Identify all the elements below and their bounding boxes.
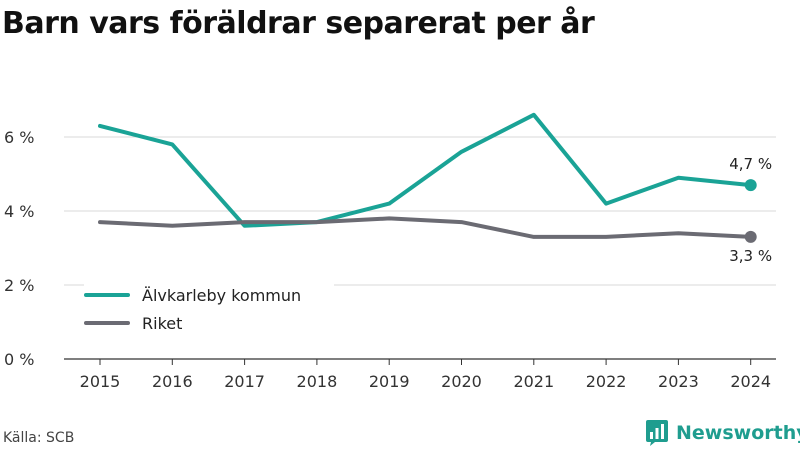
- x-tick-label: 2020: [441, 372, 482, 391]
- x-tick-label: 2016: [152, 372, 193, 391]
- series-lines: [98, 112, 757, 243]
- series-line: [98, 112, 753, 228]
- x-tick-label: 2023: [658, 372, 699, 391]
- end-labels: 4,7 % 3,3 %: [729, 155, 772, 265]
- x-tick-label: 2024: [730, 372, 771, 391]
- axes: 0 % 2 % 4 % 6 % 2015 2016 2017 2018 2019 2020 2021…: [4, 128, 771, 391]
- end-value-label: 4,7 %: [729, 155, 772, 173]
- end-marker: [744, 179, 757, 192]
- end-marker: [744, 230, 757, 243]
- y-tick-label: 0 %: [4, 350, 34, 369]
- legend-label: Älvkarleby kommun: [142, 286, 301, 305]
- x-tick-label: 2017: [224, 372, 265, 391]
- x-tick-label: 2015: [80, 372, 121, 391]
- x-tick-label: 2018: [297, 372, 338, 391]
- x-tick-label: 2021: [513, 372, 554, 391]
- chart-title: Barn vars föräldrar separerat per år: [2, 6, 595, 41]
- x-tick-label: 2022: [586, 372, 627, 391]
- series-line: [98, 216, 753, 239]
- end-value-label: 3,3 %: [729, 247, 772, 265]
- newsworthy-logo-icon: [646, 420, 668, 446]
- y-tick-label: 6 %: [4, 128, 34, 147]
- legend-label: Riket: [142, 314, 182, 333]
- x-tick-label: 2019: [369, 372, 410, 391]
- y-tick-label: 4 %: [4, 202, 34, 221]
- source-note: Källa: SCB: [3, 430, 75, 446]
- brand-logo[interactable]: Newsworthy: [646, 419, 800, 447]
- legend: Älvkarleby kommun Riket: [84, 281, 334, 335]
- y-tick-label: 2 %: [4, 276, 34, 295]
- brand-name: Newsworthy: [676, 422, 800, 444]
